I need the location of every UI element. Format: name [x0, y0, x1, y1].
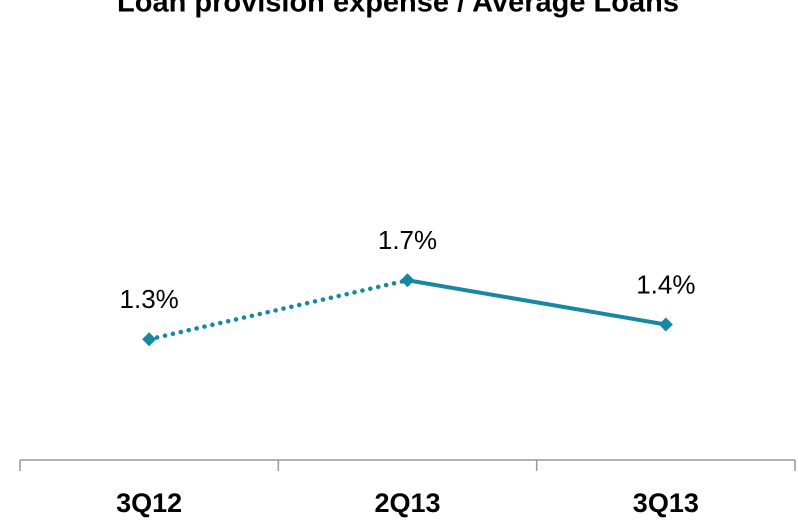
line-segment	[146, 278, 410, 342]
marker	[658, 317, 673, 332]
x-tick-label: 3Q13	[633, 488, 699, 518]
line-segment	[407, 278, 667, 327]
data-label: 1.3%	[120, 284, 179, 314]
x-tick-label: 2Q13	[374, 488, 440, 518]
data-label: 1.4%	[636, 269, 695, 299]
x-tick-label: 3Q12	[116, 488, 182, 518]
chart-title: Loan provision expense / Average Loans	[117, 0, 679, 19]
marker	[142, 332, 157, 347]
marker	[400, 273, 415, 288]
data-label: 1.7%	[378, 225, 437, 255]
